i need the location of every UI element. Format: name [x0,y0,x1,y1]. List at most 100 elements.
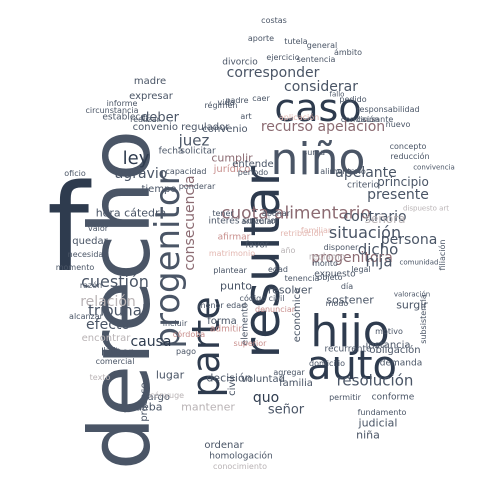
word-cloud-term: dispuesto art [402,204,450,213]
word-cloud-term: alcanzar [69,312,103,321]
word-cloud-term: superior [233,339,267,348]
word-cloud-term: responsabilidad [356,105,420,114]
word-cloud-term: punto [220,279,252,293]
word-cloud-term: obligación [369,345,421,356]
word-cloud-term: nuevo [385,120,411,129]
word-cloud-term: quo [252,390,280,406]
word-cloud-term: articular [241,217,275,226]
word-cloud-term: suma [303,148,325,157]
word-cloud-term: vida [217,98,235,107]
word-cloud-term: voluntad [241,374,285,385]
word-cloud-term: abonar [261,209,291,218]
word-cloud-term: valoración [393,290,431,299]
word-cloud-term: relación [80,294,136,310]
word-cloud-term: permitir [329,393,361,402]
word-cloud-term: conocimiento [213,462,267,471]
word-cloud-term: proceso [139,382,150,422]
word-cloud-term: situación [328,223,402,242]
word-cloud-term: informe [106,99,138,108]
word-cloud-term: motivo [375,327,403,336]
word-cloud-term: edad [268,265,288,274]
word-cloud-term: apelante [335,165,397,181]
word-cloud-term: cuota alimentario [221,203,371,224]
word-cloud-term: admitir [209,324,243,335]
word-cloud-term: decisión [206,371,252,385]
word-cloud-term: familiar [300,226,332,235]
word-cloud-term: costas [261,16,287,25]
word-cloud-term: contrario [343,209,407,225]
word-cloud-term: afirmar [217,232,251,243]
word-cloud-term: dicho [357,240,399,259]
word-cloud-term: pago [176,347,196,356]
word-cloud-term: retribución [280,229,324,238]
word-cloud-term: expresar [129,91,173,102]
word-cloud-term: considerar [284,79,358,95]
word-cloud-term: reducción [390,152,430,161]
word-cloud-term: valor [87,224,109,233]
word-cloud-term: resolver [267,283,313,297]
word-cloud-term: denunciar [254,305,296,314]
word-cloud-term: recurrente [324,344,372,355]
word-cloud-term: momento [55,263,95,272]
word-cloud-term: cónyuge [149,391,185,400]
word-cloud-term: criterio [347,180,379,191]
word-cloud-term: divorcio [222,57,258,68]
word-cloud-term: auto [306,343,398,389]
word-cloud-term: lugar [155,368,185,382]
word-cloud-term: tutela [284,37,308,46]
word-cloud-term: oficio [64,169,86,178]
word-cloud-term: pedido [339,95,367,104]
word-cloud-term: caer [252,94,270,103]
word-cloud-term: cumplir [211,151,253,165]
word-cloud-term: razón [79,281,103,290]
word-cloud-term: comunidad [399,258,439,267]
word-cloud-term: efecto [86,317,130,333]
word-cloud-term: convenio [202,124,248,135]
word-cloud-term: causante [356,115,394,124]
word-cloud-term: código civil [239,294,285,303]
word-cloud-term: texto [89,373,111,382]
word-cloud-term: filiación [438,239,447,271]
word-cloud-term: señora [364,212,406,226]
word-cloud-term: surgir [396,298,428,312]
word-cloud-term: hora cátedra [95,206,167,220]
word-cloud-term: conforme [371,392,415,403]
word-cloud-term: año [280,246,296,255]
word-cloud-term: homologación [209,451,273,462]
word-cloud-term: periodo [237,168,269,177]
word-cloud-term: madre [133,76,167,87]
word-cloud-term: instancia [365,340,411,351]
word-cloud-term: convivencia [413,163,455,172]
word-cloud-term: ley [122,148,150,169]
word-cloud-term: f [46,160,90,299]
word-cloud-term: caso [274,86,362,130]
word-cloud-term: lado [103,346,121,355]
word-cloud-term: modo [325,299,349,308]
word-cloud-term: concepto [389,142,427,151]
word-cloud-term: córdoba [172,330,206,339]
word-cloud-term: solicitar [180,146,216,157]
word-cloud-term: fecha [158,146,184,157]
word-cloud-term: alimentario [320,167,366,176]
word-cloud-term: aporte [247,34,275,43]
word-cloud-term: tiempo [141,184,177,195]
word-cloud-term: necesidad [67,250,109,259]
word-cloud-term: incluir [162,319,188,328]
word-cloud-term: progenitora [311,250,393,266]
word-cloud-term: haber [101,345,133,359]
word-cloud-term: niño [270,134,366,185]
word-cloud-term: ámbito [333,48,363,57]
word-cloud-term: domicilio [309,359,345,368]
word-cloud-term: condición [340,115,380,124]
word-cloud-term: capacidad [165,167,207,176]
word-cloud-term: cuestión [81,272,149,291]
word-cloud-term: civil [227,376,238,396]
word-cloud-term: cargo [141,392,171,403]
word-cloud-term: interés superior [208,216,280,227]
word-cloud-term: demanda [379,358,423,369]
word-cloud-term: ordenar [204,440,244,451]
word-cloud-term: realizar [130,115,160,124]
word-cloud-term: régimen [204,101,238,110]
word-cloud-term: juez [178,131,210,150]
